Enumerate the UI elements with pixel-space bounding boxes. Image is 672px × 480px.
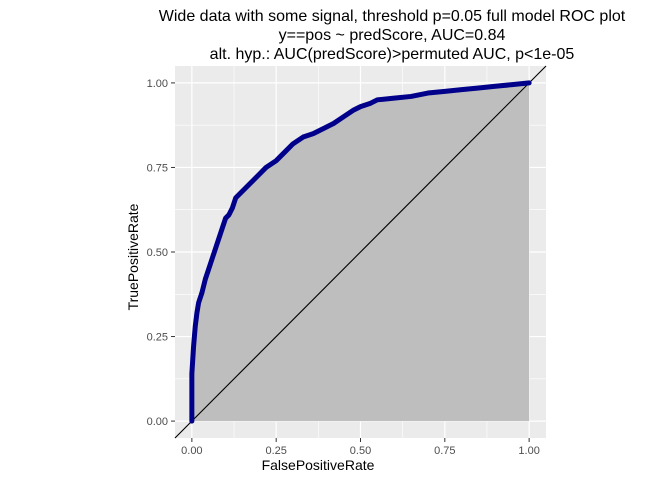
x-tick-label: 0.75 (434, 445, 455, 457)
x-axis-label: FalsePositiveRate (262, 457, 375, 473)
y-tick-label: 0.50 (147, 247, 168, 259)
roc-curve (189, 80, 532, 424)
y-tick-label: 1.00 (147, 78, 168, 90)
chart-title-line-1: Wide data with some signal, threshold p=… (159, 8, 626, 25)
x-tick-label: 0.25 (265, 445, 286, 457)
y-tick-label: 0.00 (147, 416, 168, 428)
x-tick-label: 0.00 (181, 445, 202, 457)
y-tick-label: 0.75 (147, 162, 168, 174)
y-tick-label: 0.25 (147, 332, 168, 344)
x-tick-label: 0.50 (350, 445, 371, 457)
x-axis-ticks: 0.00 0.25 0.50 0.75 1.00 (181, 438, 540, 457)
y-axis-label: TruePositiveRate (125, 203, 141, 310)
y-axis-ticks: 0.00 0.25 0.50 0.75 1.00 (147, 78, 175, 428)
chart-title-line-2: y==pos ~ predScore, AUC=0.84 (279, 27, 506, 44)
x-tick-label: 1.00 (518, 445, 539, 457)
chart-title-line-3: alt. hyp.: AUC(predScore)>permuted AUC, … (210, 46, 575, 63)
diagonal-reference-line (174, 65, 547, 439)
